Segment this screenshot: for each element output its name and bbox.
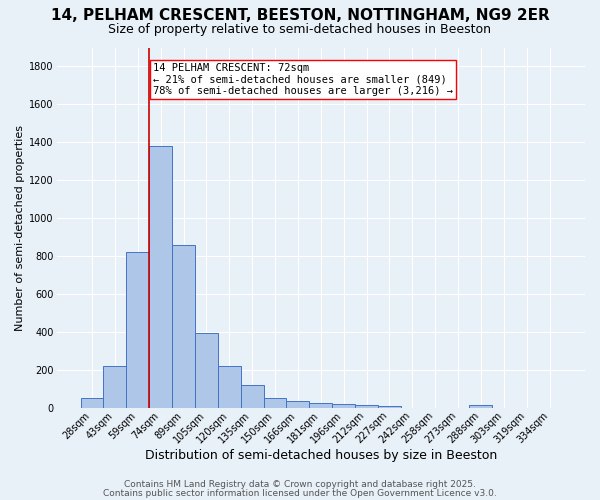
Y-axis label: Number of semi-detached properties: Number of semi-detached properties (15, 124, 25, 330)
Bar (286, 401, 310, 407)
Text: Size of property relative to semi-detached houses in Beeston: Size of property relative to semi-detach… (109, 22, 491, 36)
Bar (127, 252, 149, 408)
Bar (218, 366, 241, 408)
Bar (310, 403, 332, 407)
Bar (355, 404, 378, 407)
Bar (241, 385, 263, 407)
Bar (469, 406, 493, 407)
Text: Contains public sector information licensed under the Open Government Licence v3: Contains public sector information licen… (103, 488, 497, 498)
Bar (332, 404, 355, 407)
Bar (263, 398, 286, 407)
Bar (172, 244, 195, 408)
Bar (103, 366, 127, 408)
Bar (80, 398, 103, 407)
Text: Contains HM Land Registry data © Crown copyright and database right 2025.: Contains HM Land Registry data © Crown c… (124, 480, 476, 489)
Bar (195, 332, 218, 407)
X-axis label: Distribution of semi-detached houses by size in Beeston: Distribution of semi-detached houses by … (145, 450, 497, 462)
Text: 14, PELHAM CRESCENT, BEESTON, NOTTINGHAM, NG9 2ER: 14, PELHAM CRESCENT, BEESTON, NOTTINGHAM… (50, 8, 550, 22)
Bar (149, 146, 172, 407)
Bar (378, 406, 401, 407)
Text: 14 PELHAM CRESCENT: 72sqm
← 21% of semi-detached houses are smaller (849)
78% of: 14 PELHAM CRESCENT: 72sqm ← 21% of semi-… (152, 62, 452, 96)
